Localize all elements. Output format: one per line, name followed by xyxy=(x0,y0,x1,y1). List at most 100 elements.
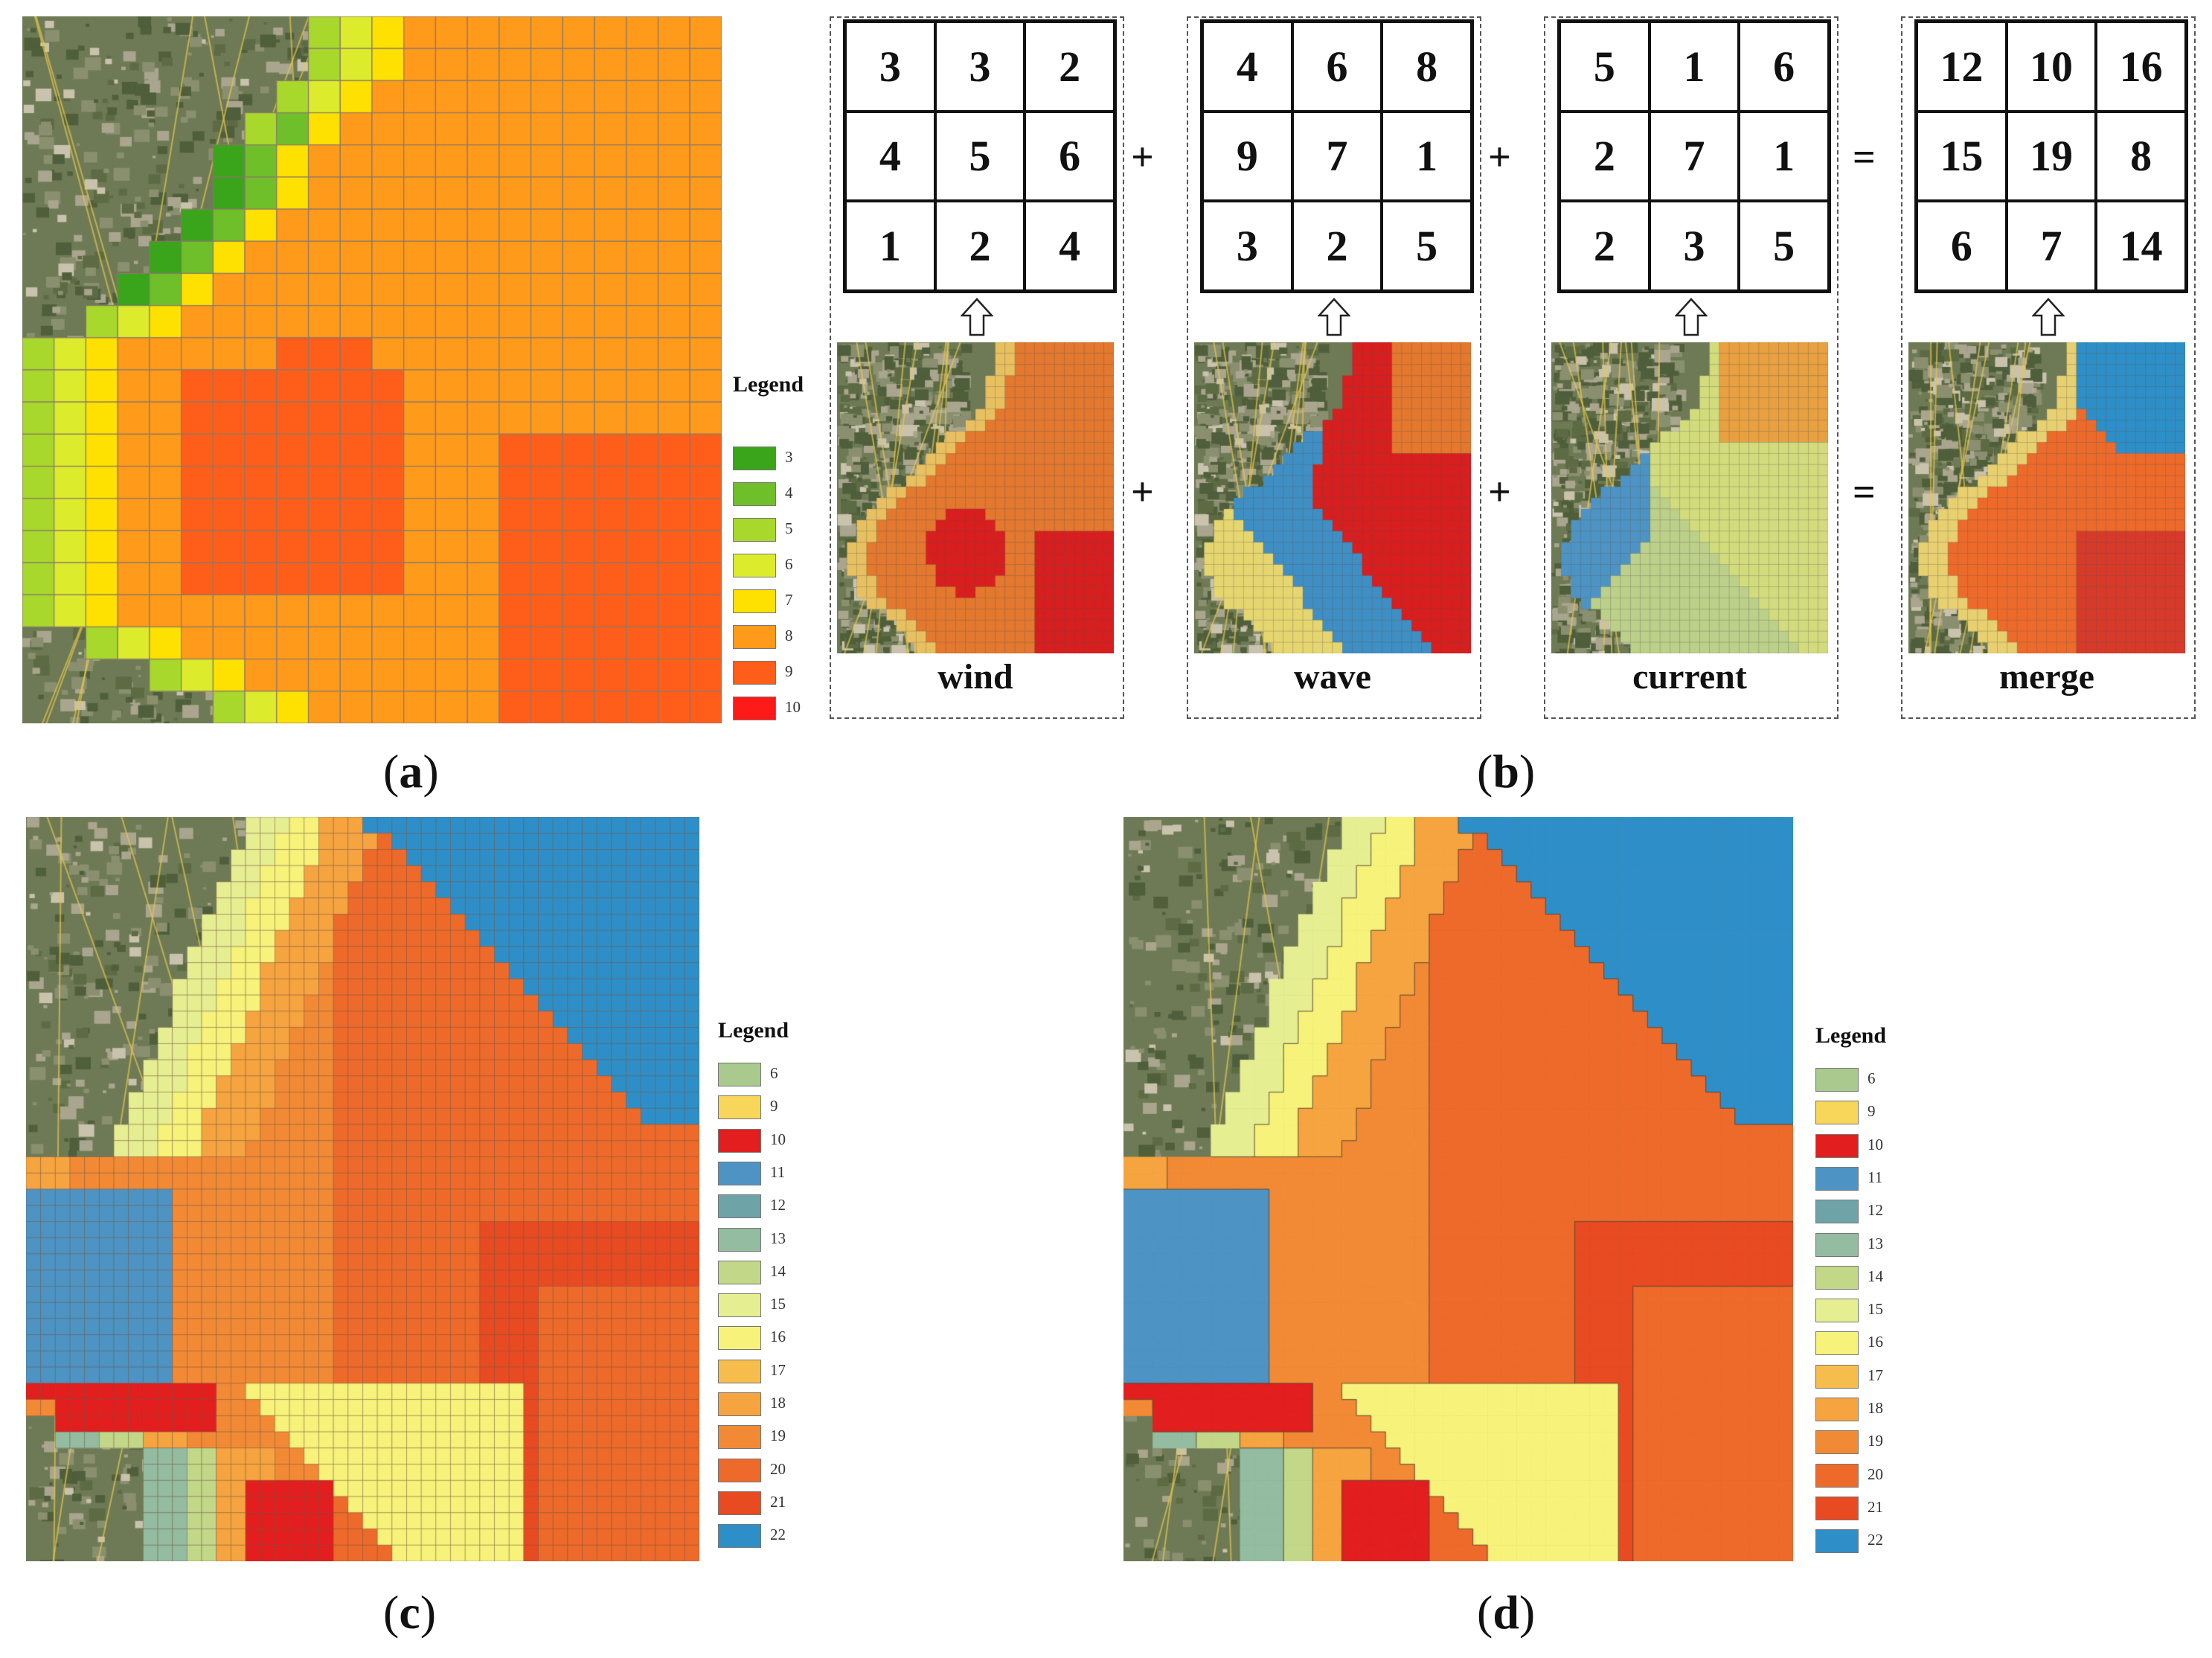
legend-label: 6 xyxy=(1868,1069,1876,1087)
legend-label: 10 xyxy=(1868,1135,1883,1153)
grid-cell: 7 xyxy=(2006,201,2097,291)
legend-swatch xyxy=(1815,1463,1859,1488)
process-box-current xyxy=(1544,16,1838,719)
grid-cell: 5 xyxy=(935,111,1025,202)
legend-title: Legend xyxy=(1815,1023,1887,1048)
legend-swatch xyxy=(718,1227,761,1252)
legend-swatch xyxy=(718,1194,761,1219)
legend-label: 14 xyxy=(770,1261,786,1280)
grid-cell: 1 xyxy=(1739,111,1829,202)
legend-swatch xyxy=(733,446,776,470)
grid-cell: 3 xyxy=(1202,201,1292,291)
legend-label: 13 xyxy=(770,1229,786,1247)
grid-cell: 6 xyxy=(1292,22,1382,112)
legend-swatch xyxy=(1815,1265,1859,1290)
legend-swatch xyxy=(1815,1529,1859,1554)
grid-cell: 7 xyxy=(1292,111,1382,202)
legend-swatch xyxy=(1815,1398,1859,1421)
legend-label: 12 xyxy=(770,1196,786,1214)
caption-c: (c) xyxy=(383,1586,437,1639)
legend-label: 6 xyxy=(770,1064,778,1082)
grid-cell: 4 xyxy=(1025,201,1115,291)
legend-label: 22 xyxy=(770,1526,786,1544)
grid-cell: 2 xyxy=(1292,201,1382,291)
grid-cell: 5 xyxy=(1382,201,1472,291)
grid-cell: 12 xyxy=(1917,22,2007,112)
legend-swatch xyxy=(1815,1200,1859,1224)
legend-label: 15 xyxy=(1868,1300,1883,1319)
grid-cell: 2 xyxy=(1559,111,1650,202)
legend-label: 11 xyxy=(770,1162,786,1181)
legend-swatch xyxy=(1815,1364,1859,1389)
legend-swatch xyxy=(733,589,776,613)
grid-cell: 1 xyxy=(1382,111,1472,202)
grid-cell: 15 xyxy=(1917,111,2007,202)
grid-cell: 19 xyxy=(2006,111,2097,202)
legend-label: 19 xyxy=(1868,1432,1883,1450)
grid-cell: 4 xyxy=(845,111,935,202)
legend-label: 17 xyxy=(1868,1366,1883,1384)
mini-map-merge xyxy=(1908,342,2185,653)
legend-label: 7 xyxy=(785,591,793,609)
legend-label: 15 xyxy=(770,1295,786,1313)
legend-swatch xyxy=(718,1260,761,1284)
legend-label: 13 xyxy=(1868,1234,1883,1252)
mini-map-wind xyxy=(837,342,1114,653)
legend-swatch xyxy=(1815,1133,1859,1158)
legend-label: 8 xyxy=(785,627,793,644)
legend-label: 5 xyxy=(785,519,793,537)
panel-label-wave: wave xyxy=(1294,657,1371,697)
legend-label: 16 xyxy=(1868,1333,1883,1351)
legend-label: 10 xyxy=(770,1130,786,1148)
operator-symbol: + xyxy=(1131,135,1154,179)
legend-label: 6 xyxy=(785,555,793,573)
panel-label-current: current xyxy=(1632,657,1747,697)
legend-label: 14 xyxy=(1868,1267,1883,1285)
legend-swatch xyxy=(718,1458,761,1482)
grid-cell: 6 xyxy=(1025,111,1115,202)
legend-label: 4 xyxy=(785,484,793,502)
legend-label: 20 xyxy=(1868,1465,1883,1483)
caption-d: (d) xyxy=(1477,1586,1536,1639)
grid-cell: 16 xyxy=(2096,22,2186,112)
operator-symbol: + xyxy=(1488,135,1511,179)
legend-c: Legend 6 9 10 11 12 13 14 15 16 17 18 19 20 21 22 xyxy=(718,1018,807,1554)
legend-swatch xyxy=(1815,1430,1859,1455)
legend-swatch xyxy=(733,697,776,720)
legend-label: 16 xyxy=(770,1328,786,1346)
grid-cell: 2 xyxy=(1025,22,1115,112)
legend-label: 22 xyxy=(1868,1531,1883,1549)
merged-grid-map-c xyxy=(26,817,699,1561)
legend-d: Legend 6 9 10 11 12 13 14 15 16 17 18 19 20 21 22 xyxy=(1815,1023,1905,1559)
operator-symbol: + xyxy=(1488,470,1511,514)
legend-swatch xyxy=(718,1095,761,1120)
merged-zone-map-d xyxy=(1123,817,1793,1561)
suitability-map-a xyxy=(22,16,722,723)
legend-swatch xyxy=(733,661,776,685)
caption-a: (a) xyxy=(383,745,439,798)
legend-label: 21 xyxy=(770,1492,786,1511)
legend-swatch xyxy=(1815,1166,1859,1191)
grid-cell: 3 xyxy=(935,22,1025,112)
legend-title: Legend xyxy=(718,1018,789,1043)
grid-map-c xyxy=(26,817,699,1561)
operator-symbol: + xyxy=(1131,470,1154,514)
grid-cell: 8 xyxy=(2096,111,2186,202)
value-grid-merge: 12 10 16 15 19 8 6 7 14 xyxy=(1914,19,2188,293)
grid-cell: 6 xyxy=(1917,201,2007,291)
legend-swatch xyxy=(718,1161,761,1185)
grid-cell: 8 xyxy=(1382,22,1472,112)
legend-label: 3 xyxy=(785,448,793,466)
grid-cell: 7 xyxy=(1649,111,1740,202)
legend-swatch xyxy=(1815,1496,1859,1520)
legend-swatch xyxy=(718,1524,761,1549)
legend-swatch xyxy=(733,625,776,649)
legend-swatch xyxy=(718,1491,761,1515)
grid-cell: 5 xyxy=(1739,201,1829,291)
legend-title: Legend xyxy=(733,372,804,397)
legend-label: 18 xyxy=(1868,1399,1883,1417)
legend-swatch xyxy=(733,482,776,506)
legend-swatch xyxy=(718,1425,761,1450)
